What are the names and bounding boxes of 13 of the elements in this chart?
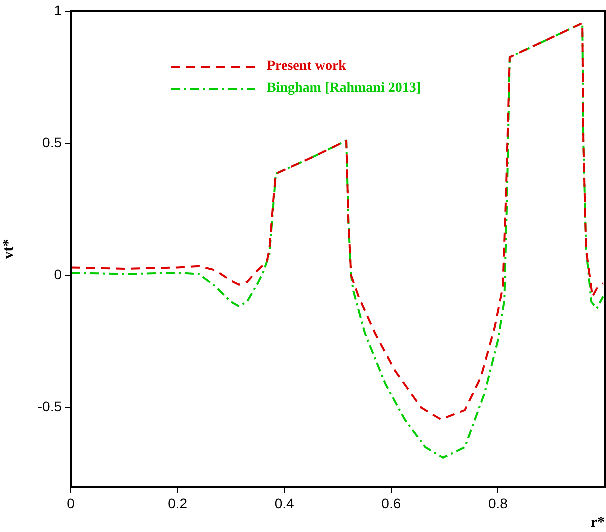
- x-tick-label: 0.2: [168, 495, 188, 512]
- x-tick-label: 0: [67, 495, 76, 512]
- y-tick-label: 1: [54, 2, 62, 18]
- x-tick-label: 0.8: [488, 495, 508, 512]
- x-tick-label: 0.6: [382, 495, 402, 512]
- x-axis-title: r*: [590, 514, 605, 531]
- x-tick-label: 0.4: [274, 495, 295, 512]
- y-tick-label: 0: [54, 266, 62, 282]
- text: Bingham [Rahmani 2013]: [267, 81, 422, 98]
- y-axis-title: vt*: [0, 239, 17, 260]
- text: Present work: [267, 59, 346, 76]
- y-tick-label: -0.5: [38, 398, 62, 415]
- y-tick-label: 0.5: [42, 134, 62, 150]
